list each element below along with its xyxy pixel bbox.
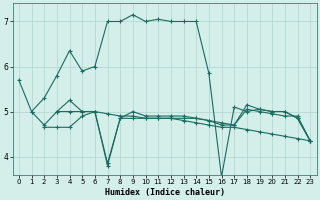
X-axis label: Humidex (Indice chaleur): Humidex (Indice chaleur) [105,188,225,197]
